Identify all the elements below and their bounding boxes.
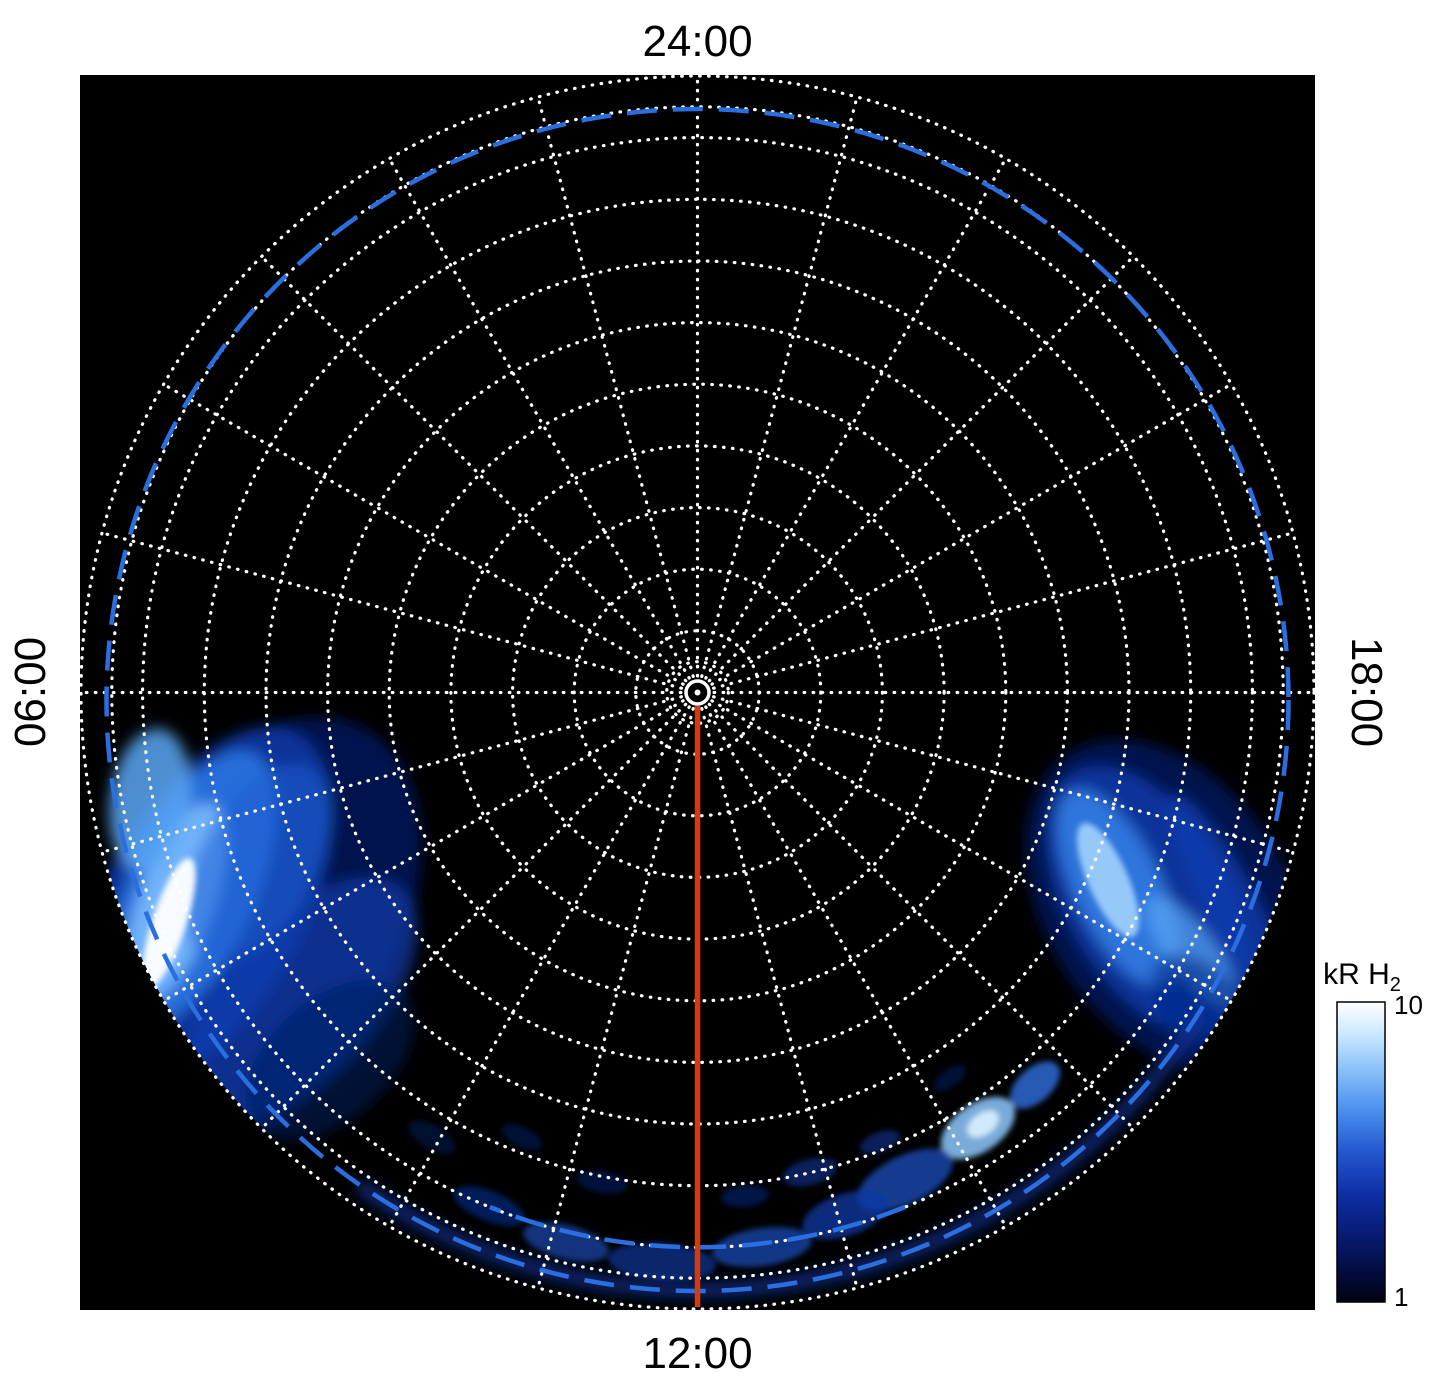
- grid-spoke: [387, 705, 691, 1229]
- local-time-label-top: 24:00: [642, 17, 752, 66]
- local-time-label-bottom: 12:00: [642, 1329, 752, 1378]
- grid-spoke: [260, 255, 688, 683]
- grid-spoke: [710, 699, 1234, 1003]
- grid-spoke: [700, 706, 859, 1290]
- colorbar-title-sub: 2: [1390, 974, 1401, 996]
- grid-ring: [510, 506, 884, 879]
- grid-spoke: [711, 695, 1295, 854]
- grid-spoke: [711, 531, 1295, 690]
- grid-spoke: [704, 157, 1008, 680]
- local-time-label-left: 06:00: [6, 637, 55, 747]
- auroral-emission-cores: [142, 822, 1140, 1282]
- grid-spoke: [100, 695, 684, 854]
- grid-spoke: [707, 702, 1136, 1131]
- local-time-label-right: 18:00: [1342, 637, 1391, 747]
- grid-ring: [326, 321, 1069, 1064]
- grid-spoke: [387, 157, 691, 680]
- grid-spoke: [704, 705, 1008, 1229]
- colorbar: kR H2 10 1: [1323, 958, 1423, 1312]
- grid-ring: [79, 74, 1316, 1311]
- grid-ring: [665, 660, 730, 725]
- grid-spoke: [536, 95, 695, 679]
- pole-marker: [684, 679, 711, 706]
- grid-spoke: [707, 255, 1136, 683]
- grid-spoke: [162, 382, 685, 686]
- colorbar-gradient: [1336, 1001, 1386, 1303]
- grid-spoke: [162, 699, 685, 1003]
- grid-ring: [387, 382, 1008, 1003]
- grid-spoke: [710, 382, 1234, 686]
- grid-spoke: [700, 95, 859, 679]
- grid-spoke: [536, 706, 695, 1290]
- colorbar-max-label: 10: [1394, 990, 1423, 1020]
- colorbar-title-main: kR H: [1323, 958, 1390, 991]
- colorbar-title: kR H2: [1323, 958, 1401, 996]
- grid-spoke: [100, 531, 684, 690]
- colorbar-min-label: 1: [1394, 1282, 1408, 1312]
- grid-spoke: [260, 702, 688, 1131]
